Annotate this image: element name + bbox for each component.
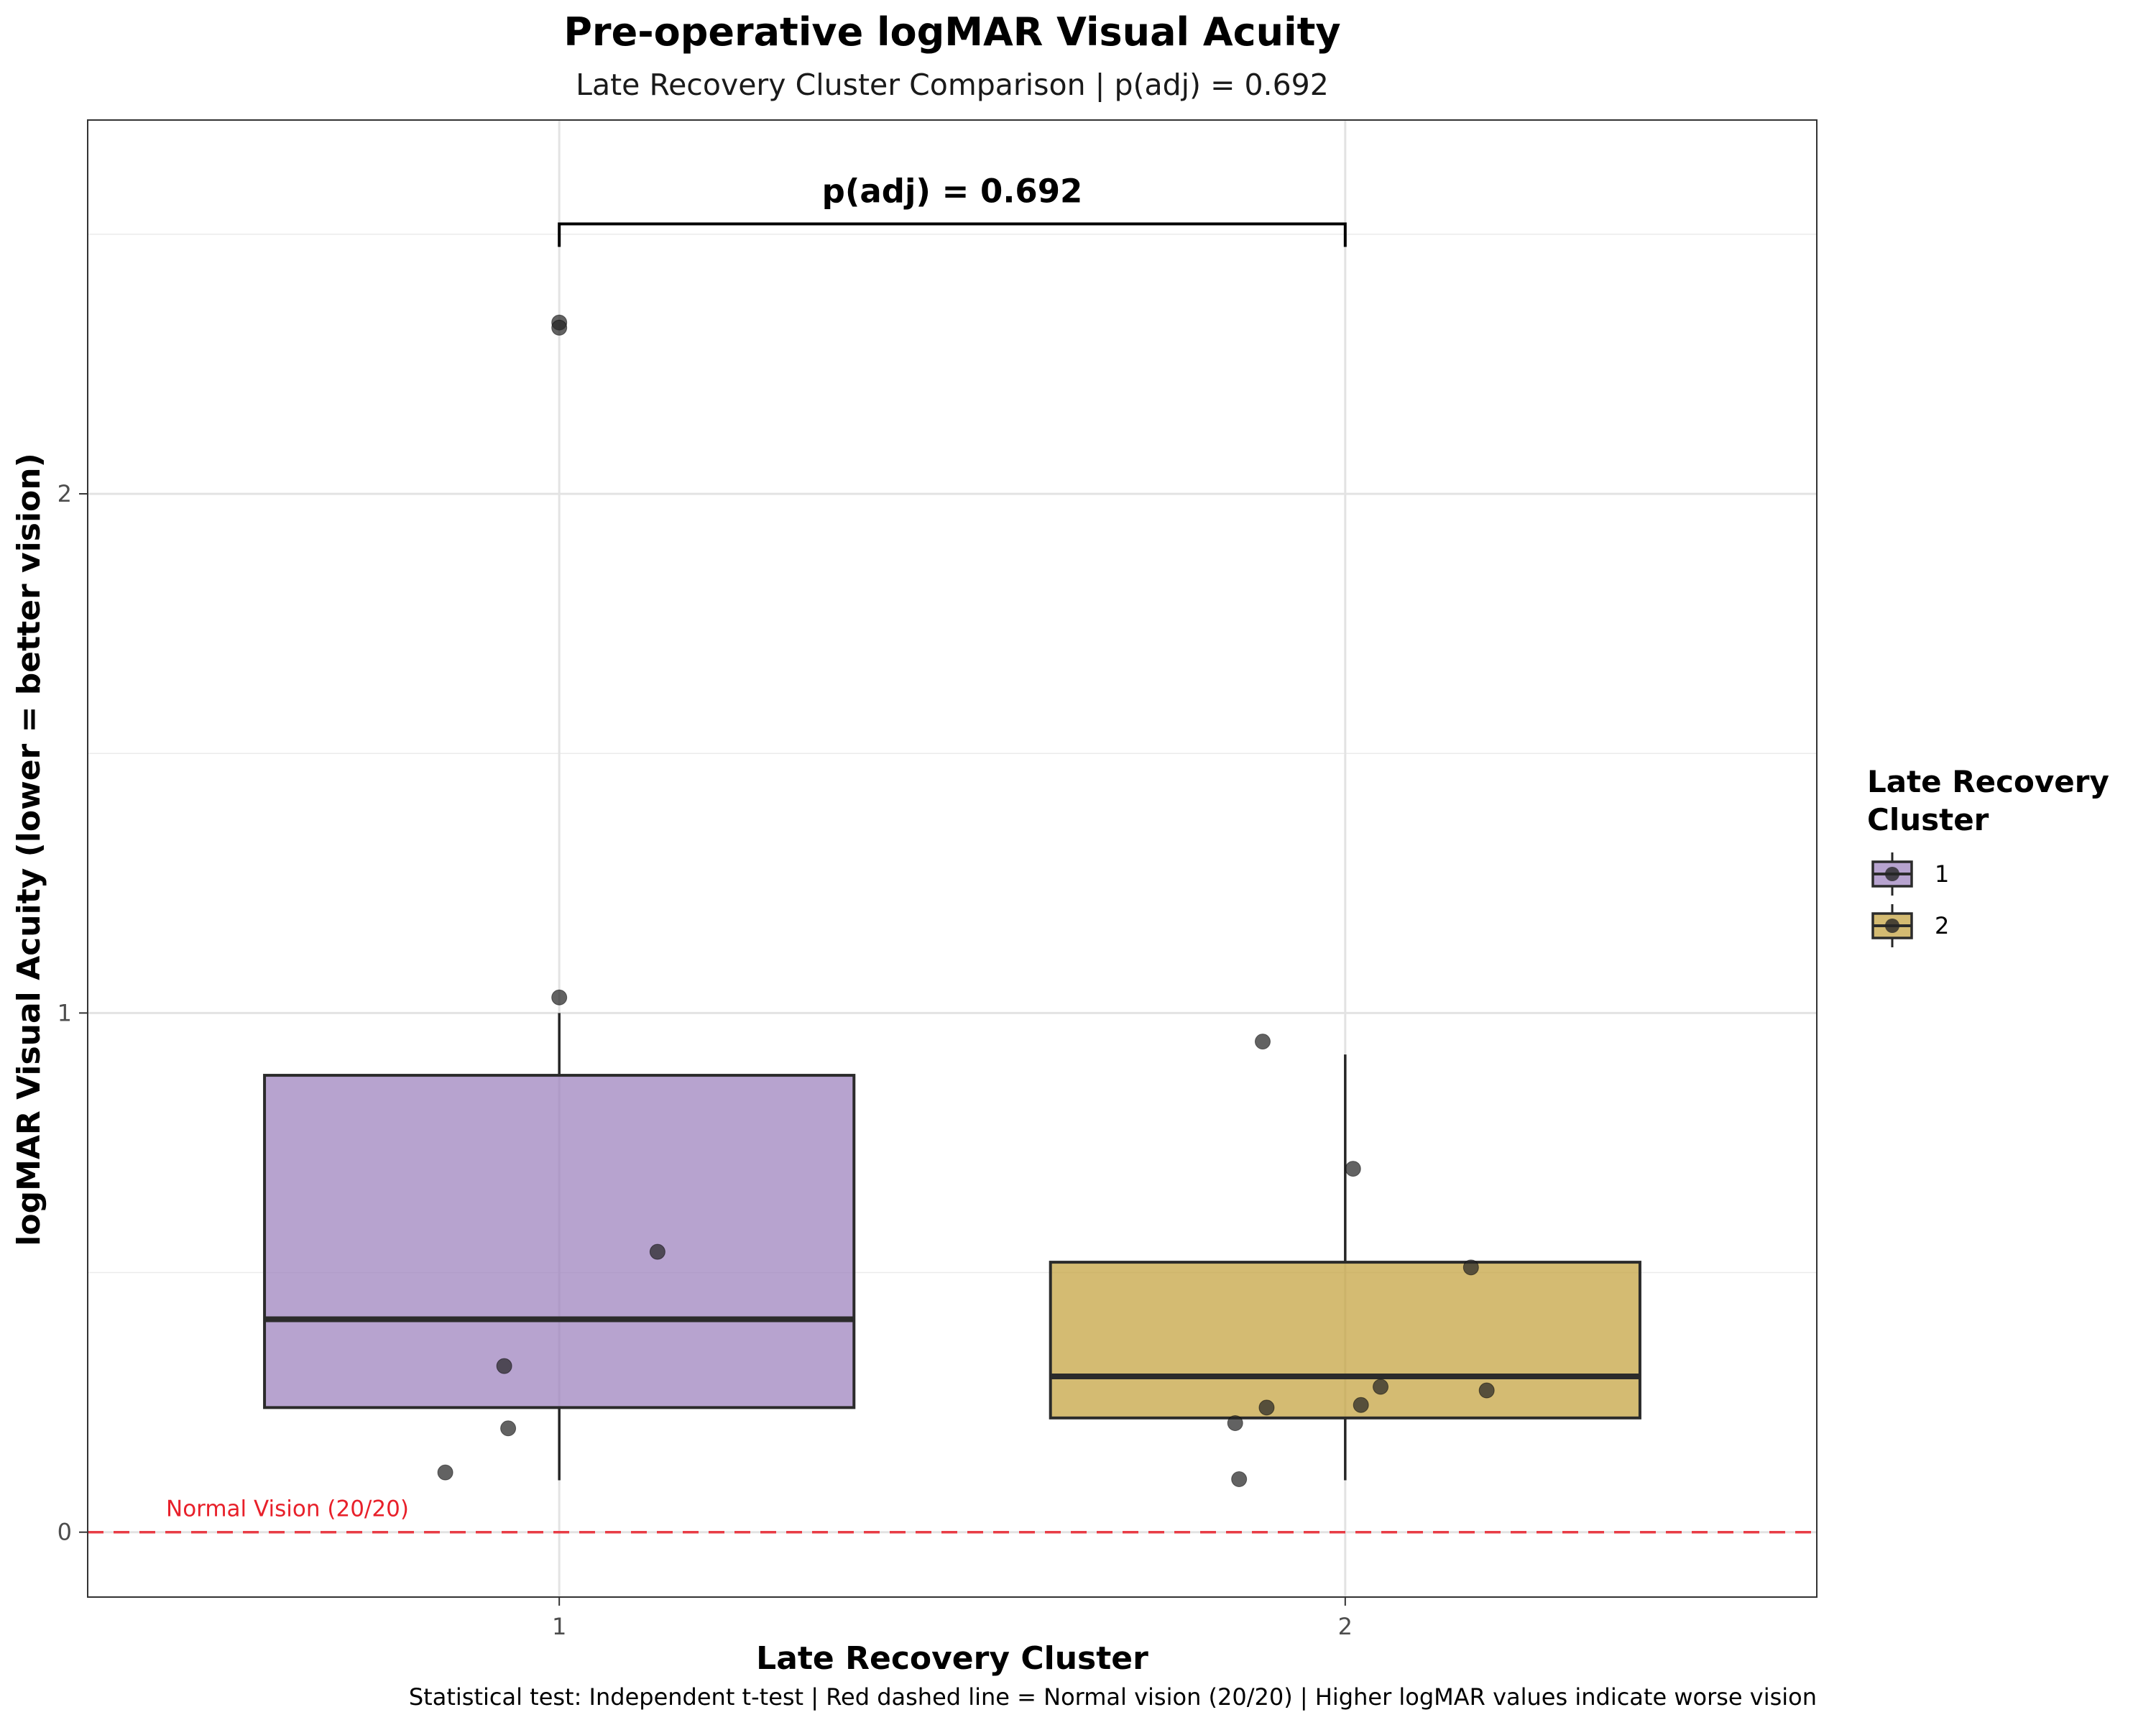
plot-panel-border (87, 119, 1818, 1598)
boxplots (263, 1013, 1641, 1481)
legend-label-1: 1 (1935, 860, 1949, 888)
data-point (649, 1243, 665, 1260)
chart-title: Pre-operative logMAR Visual Acuity (563, 9, 1340, 55)
x-tick-label: 1 (552, 1613, 566, 1640)
data-point (1353, 1397, 1369, 1413)
chart-caption: Statistical test: Independent t-test | R… (409, 1683, 1817, 1711)
box-cluster-1 (263, 1074, 856, 1409)
y-axis-title: logMAR Visual Acuity (lower = better vis… (11, 453, 47, 1246)
data-point (1231, 1471, 1248, 1488)
data-point (500, 1420, 517, 1437)
data-point (551, 319, 568, 336)
data-points (437, 314, 1495, 1488)
reference-line-label: Normal Vision (20/20) (166, 1496, 409, 1522)
data-point (1345, 1161, 1361, 1177)
data-point (496, 1358, 512, 1374)
box-cluster-2 (1049, 1261, 1641, 1420)
data-point (1373, 1379, 1389, 1395)
data-point (1258, 1399, 1275, 1416)
data-point (1462, 1259, 1479, 1276)
significance-bracket (558, 222, 1347, 247)
legend-label-2: 2 (1935, 912, 1949, 939)
x-tick-label: 2 (1338, 1613, 1353, 1640)
x-axis-title: Late Recovery Cluster (756, 1640, 1148, 1677)
y-tick-label: 2 (57, 480, 72, 507)
reference-line-group: Normal Vision (20/20) (88, 1496, 1817, 1534)
axes: 0 1 2 1 2 (57, 480, 1353, 1640)
legend-title: Late Recovery (1867, 764, 2109, 799)
data-point (551, 989, 568, 1006)
data-point (1254, 1034, 1271, 1050)
data-point (1478, 1382, 1495, 1399)
y-tick-label: 1 (57, 999, 72, 1026)
y-tick-label: 0 (57, 1519, 72, 1546)
legend-key-point (1885, 919, 1899, 933)
data-point (437, 1464, 453, 1481)
chart-subtitle: Late Recovery Cluster Comparison | p(adj… (576, 68, 1329, 102)
significance-label: p(adj) = 0.692 (822, 172, 1083, 210)
legend-key-point (1885, 867, 1899, 881)
legend-title: Cluster (1867, 802, 1989, 837)
data-point (1227, 1415, 1243, 1432)
significance-bracket-group: p(adj) = 0.692 (558, 172, 1347, 247)
